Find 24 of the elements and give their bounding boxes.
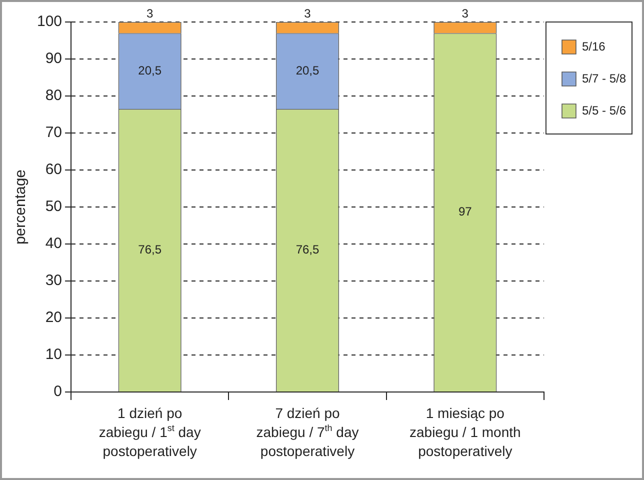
data-label: 20,5	[296, 63, 320, 78]
legend-label: 5/5 - 5/6	[582, 103, 626, 118]
y-tick-label: 30	[45, 272, 62, 290]
y-tick-label: 0	[54, 383, 62, 400]
category-label: 1 miesiąc po zabiegu / 1 month postoperatively	[410, 405, 521, 459]
y-tick-label: 10	[45, 346, 62, 364]
y-tick-label: 40	[45, 235, 62, 252]
data-label: 20,5	[138, 63, 162, 78]
y-tick-label: 60	[45, 161, 62, 178]
y-tick-label: 80	[45, 87, 62, 104]
data-label: 76,5	[138, 242, 162, 257]
y-tick-label: 50	[45, 198, 62, 216]
data-label: 76,5	[296, 242, 320, 257]
legend-label: 5/16	[582, 39, 606, 54]
y-axis-title: percentage	[12, 169, 30, 245]
data-label: 3	[462, 6, 469, 20]
data-label: 3	[304, 6, 312, 20]
y-tick-label: 70	[45, 124, 62, 142]
y-tick-label: 90	[45, 50, 62, 68]
legend-label: 5/7 - 5/8	[582, 71, 626, 86]
data-label: 3	[146, 6, 154, 20]
data-label: 97	[458, 204, 472, 219]
y-tick-label: 20	[45, 309, 62, 326]
y-tick-label: 100	[36, 13, 62, 30]
